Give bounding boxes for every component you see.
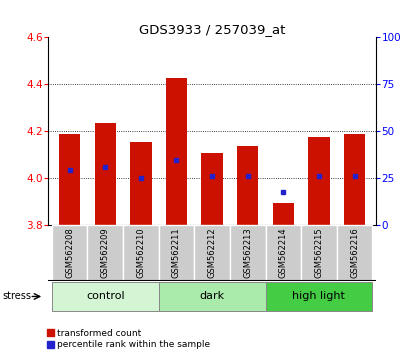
Text: GSM562216: GSM562216 bbox=[350, 228, 359, 279]
Title: GDS3933 / 257039_at: GDS3933 / 257039_at bbox=[139, 23, 285, 36]
Text: GSM562215: GSM562215 bbox=[315, 228, 323, 279]
Bar bbox=[59, 135, 80, 225]
Text: dark: dark bbox=[200, 291, 225, 302]
Bar bbox=[237, 146, 258, 225]
Text: high light: high light bbox=[292, 291, 345, 302]
Bar bbox=[130, 142, 152, 225]
Text: GSM562213: GSM562213 bbox=[243, 228, 252, 279]
Legend: transformed count, percentile rank within the sample: transformed count, percentile rank withi… bbox=[47, 329, 210, 349]
FancyBboxPatch shape bbox=[52, 282, 159, 311]
Text: control: control bbox=[86, 291, 125, 302]
Text: GSM562209: GSM562209 bbox=[101, 228, 110, 279]
FancyBboxPatch shape bbox=[123, 225, 159, 281]
Bar bbox=[344, 135, 365, 225]
FancyBboxPatch shape bbox=[301, 225, 337, 281]
Text: GSM562214: GSM562214 bbox=[279, 228, 288, 279]
Bar bbox=[308, 137, 330, 225]
FancyBboxPatch shape bbox=[159, 225, 194, 281]
Text: GSM562212: GSM562212 bbox=[207, 228, 217, 279]
Bar bbox=[94, 123, 116, 225]
FancyBboxPatch shape bbox=[52, 225, 87, 281]
FancyBboxPatch shape bbox=[87, 225, 123, 281]
FancyBboxPatch shape bbox=[265, 282, 373, 311]
FancyBboxPatch shape bbox=[265, 225, 301, 281]
Text: GSM562211: GSM562211 bbox=[172, 228, 181, 279]
FancyBboxPatch shape bbox=[230, 225, 265, 281]
Bar bbox=[166, 78, 187, 225]
Text: stress: stress bbox=[2, 291, 31, 302]
FancyBboxPatch shape bbox=[194, 225, 230, 281]
FancyBboxPatch shape bbox=[337, 225, 373, 281]
Text: GSM562208: GSM562208 bbox=[65, 228, 74, 279]
FancyBboxPatch shape bbox=[159, 282, 265, 311]
Text: GSM562210: GSM562210 bbox=[136, 228, 145, 279]
Bar bbox=[273, 202, 294, 225]
Bar bbox=[202, 153, 223, 225]
